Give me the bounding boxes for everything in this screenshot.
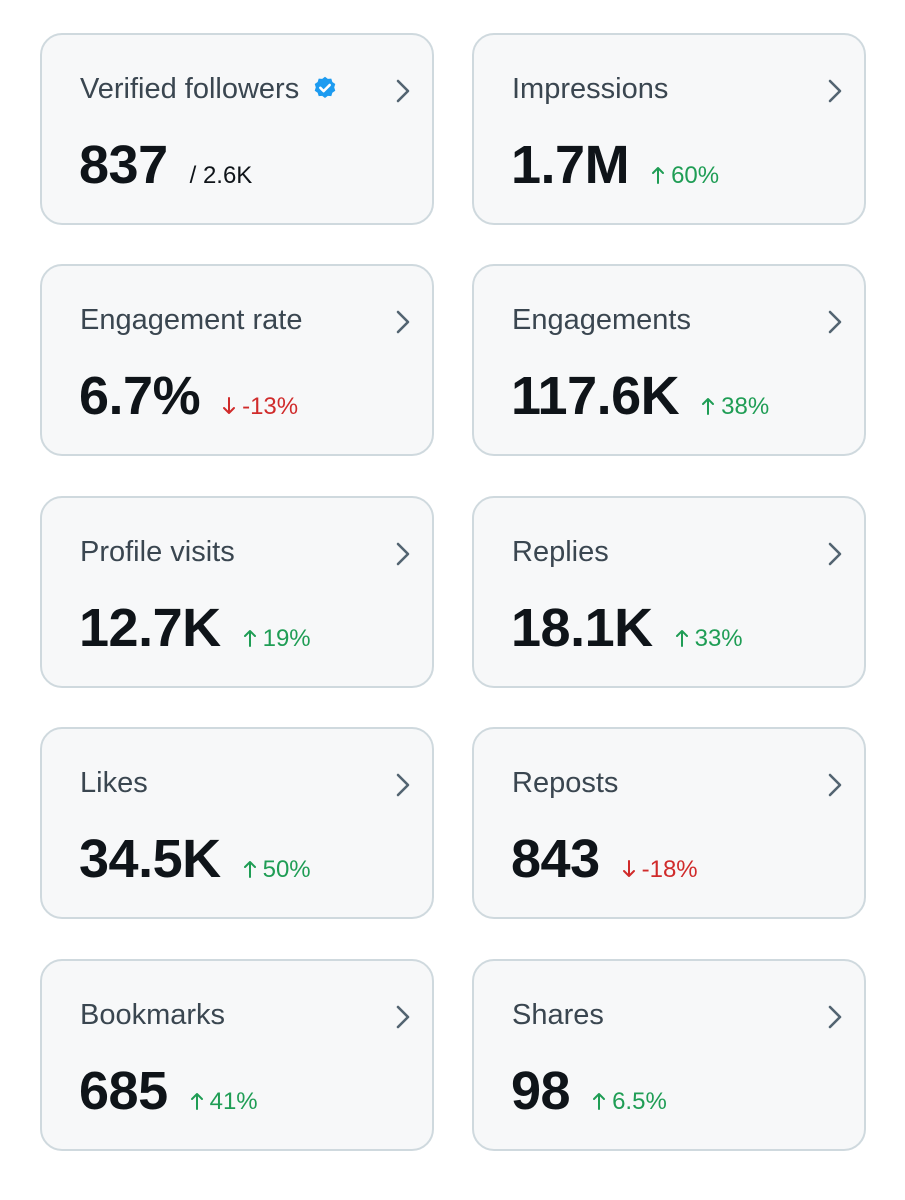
- arrow-down-icon: [622, 860, 635, 877]
- arrow-up-icon: [675, 630, 688, 647]
- arrow-up-icon: [243, 630, 256, 647]
- verified-badge-icon: [314, 76, 336, 98]
- card-value-row: 6.7% -13%: [79, 366, 298, 426]
- card-change-value: -13%: [242, 393, 299, 420]
- card-value: 117.6K: [511, 366, 680, 426]
- card-change: 50%: [243, 856, 311, 884]
- card-value-row: 18.1K 33%: [511, 598, 743, 658]
- card-value: 18.1K: [511, 598, 653, 658]
- card-change-value: -18%: [641, 856, 698, 883]
- metric-card-bookmarks[interactable]: Bookmarks 685 41%: [40, 959, 434, 1151]
- card-title: Replies: [512, 534, 609, 570]
- card-change-value: 50%: [262, 856, 311, 883]
- card-change: 38%: [701, 393, 769, 421]
- card-value: 837: [79, 135, 168, 195]
- metric-card-reposts[interactable]: Reposts 843 -18%: [472, 727, 866, 919]
- arrow-up-icon: [243, 861, 256, 878]
- card-change-value: 33%: [694, 625, 743, 652]
- chevron-right-icon: [396, 1005, 410, 1029]
- chevron-right-icon: [396, 773, 410, 797]
- card-title-label: Bookmarks: [80, 999, 226, 1031]
- card-title: Profile visits: [80, 534, 235, 570]
- card-title-label: Profile visits: [80, 536, 235, 568]
- metric-card-profile-visits[interactable]: Profile visits 12.7K 19%: [40, 496, 434, 688]
- card-value: 12.7K: [79, 598, 221, 658]
- metric-card-replies[interactable]: Replies 18.1K 33%: [472, 496, 866, 688]
- card-change: 60%: [651, 162, 719, 190]
- card-title: Bookmarks: [80, 997, 225, 1033]
- card-title: Shares: [512, 997, 604, 1033]
- card-change: 33%: [675, 625, 743, 653]
- card-value: 843: [511, 829, 600, 889]
- card-value: 98: [511, 1061, 571, 1121]
- card-title: Verified followers: [80, 71, 339, 107]
- card-title-label: Verified followers: [80, 73, 300, 105]
- chevron-right-icon: [828, 1005, 842, 1029]
- card-change-value: 60%: [671, 162, 720, 189]
- card-title-label: Likes: [80, 767, 148, 799]
- metric-card-impressions[interactable]: Impressions 1.7M 60%: [472, 33, 866, 225]
- card-value: 685: [79, 1061, 168, 1121]
- card-value: 1.7M: [511, 135, 630, 195]
- chevron-right-icon: [828, 79, 842, 103]
- card-change: 19%: [243, 625, 311, 653]
- card-title-label: Engagements: [512, 304, 691, 336]
- card-value-row: 12.7K 19%: [79, 598, 311, 658]
- card-title-label: Engagement rate: [80, 304, 303, 336]
- card-title-label: Reposts: [512, 767, 619, 799]
- metric-card-verified-followers[interactable]: Verified followers 837 / 2.6K: [40, 33, 434, 225]
- card-change: 6.5%: [592, 1088, 667, 1116]
- card-total: / 2.6K: [189, 162, 253, 189]
- chevron-right-icon: [828, 773, 842, 797]
- metric-card-shares[interactable]: Shares 98 6.5%: [472, 959, 866, 1151]
- card-title: Reposts: [512, 765, 618, 801]
- chevron-right-icon: [396, 310, 410, 334]
- card-value: 34.5K: [79, 829, 221, 889]
- card-value-row: 1.7M 60%: [511, 135, 719, 195]
- card-change: -18%: [622, 856, 698, 884]
- card-title: Impressions: [512, 71, 668, 107]
- arrow-up-icon: [652, 167, 665, 184]
- arrow-up-icon: [593, 1093, 606, 1110]
- card-change: 41%: [190, 1088, 258, 1116]
- chevron-right-icon: [396, 79, 410, 103]
- chevron-right-icon: [828, 310, 842, 334]
- card-value-row: 685 41%: [79, 1061, 258, 1121]
- metric-card-engagements[interactable]: Engagements 117.6K 38%: [472, 264, 866, 456]
- card-value-row: 843 -18%: [511, 829, 698, 889]
- card-value-row: 34.5K 50%: [79, 829, 311, 889]
- card-title-label: Shares: [512, 999, 604, 1031]
- card-change-value: 41%: [209, 1088, 258, 1115]
- card-title: Engagements: [512, 302, 691, 338]
- card-value-row: 837 / 2.6K: [79, 135, 252, 195]
- card-title: Likes: [80, 765, 148, 801]
- chevron-right-icon: [828, 542, 842, 566]
- arrow-up-icon: [702, 398, 715, 415]
- card-change-value: 19%: [262, 625, 311, 652]
- arrow-down-icon: [223, 397, 236, 414]
- card-title: Engagement rate: [80, 302, 302, 338]
- metric-card-likes[interactable]: Likes 34.5K 50%: [40, 727, 434, 919]
- card-value-row: 98 6.5%: [511, 1061, 667, 1121]
- card-change-value: 6.5%: [612, 1088, 667, 1115]
- card-title-label: Replies: [512, 536, 609, 568]
- card-change: -13%: [222, 393, 298, 421]
- card-title-label: Impressions: [512, 73, 669, 105]
- card-value: 6.7%: [79, 366, 201, 426]
- arrow-up-icon: [190, 1093, 203, 1110]
- card-change-value: 38%: [721, 393, 770, 420]
- chevron-right-icon: [396, 542, 410, 566]
- metric-card-engagement-rate[interactable]: Engagement rate 6.7% -13%: [40, 264, 434, 456]
- card-value-row: 117.6K 38%: [511, 366, 769, 426]
